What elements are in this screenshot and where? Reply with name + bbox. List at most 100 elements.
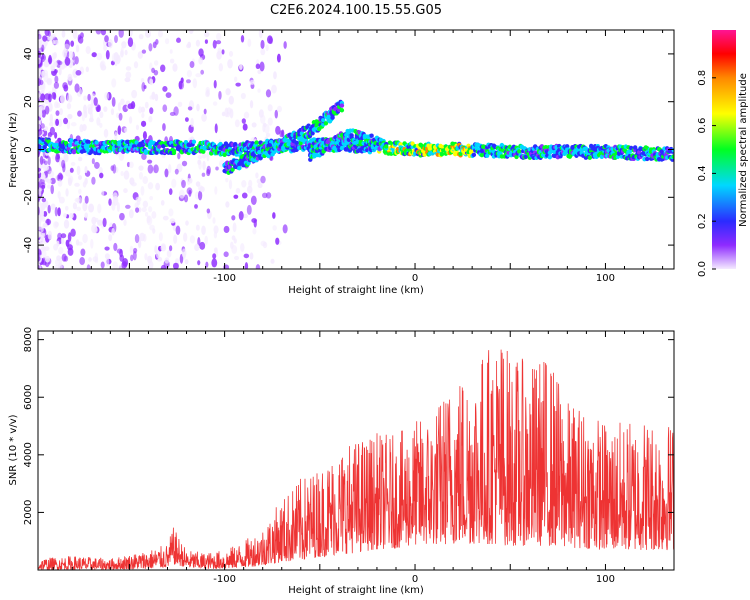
chart-title: C2E6.2024.100.15.55.G05 xyxy=(270,3,442,18)
spectrogram-noise-cell xyxy=(54,206,58,217)
spectrogram-noise-cell xyxy=(104,35,109,43)
spectrogram-ridge-cell xyxy=(237,165,242,171)
spectrogram-noise-cell xyxy=(67,93,72,103)
spectrogram-noise-cell xyxy=(38,33,42,40)
spectrogram-noise-cell xyxy=(46,179,52,184)
spectrogram-panel: -100 0 100 -40 -20 0 20 40 Height of straight l… xyxy=(8,29,675,296)
spectrogram-ridge-cell xyxy=(171,148,177,154)
spectrogram-ridge-cell xyxy=(267,143,273,148)
spectrogram-axes: -100 0 100 -40 -20 0 20 40 xyxy=(23,30,674,284)
spectrogram-noise-cell xyxy=(215,40,222,45)
spectrogram-noise-cell xyxy=(206,165,211,175)
spectrogram-noise-cell xyxy=(260,39,265,50)
spectrogram-noise-cell xyxy=(44,165,49,171)
spectrogram-noise-cell xyxy=(67,244,73,251)
spectrogram-noise-cell xyxy=(121,41,127,49)
spectrogram-noise-cell xyxy=(56,174,60,181)
spectrogram-noise-cell xyxy=(195,181,201,187)
spectrogram-noise-cell xyxy=(66,102,72,110)
spectrogram-ridge-cell xyxy=(339,103,345,108)
spectrogram-noise-cell xyxy=(142,200,149,208)
spectrogram-ridge-cell xyxy=(57,137,62,143)
spectrogram-noise-cell xyxy=(169,58,175,64)
spectrogram-noise-cell xyxy=(155,182,161,191)
spectrogram-ridge-cell xyxy=(94,140,99,145)
spectrogram-noise-cell xyxy=(218,90,222,100)
spectrogram-noise-cell xyxy=(153,69,159,76)
spectrogram-noise-cell xyxy=(151,91,156,100)
spectrogram-noise-cell xyxy=(87,107,93,115)
spectrogram-noise-cell xyxy=(46,184,52,189)
spectrogram-noise-cell xyxy=(257,69,262,75)
spectrogram-noise-cell xyxy=(103,128,109,138)
spectrogram-noise-cell xyxy=(38,187,42,197)
spectrogram-noise-cell xyxy=(40,174,46,180)
spectrogram-noise-cell xyxy=(112,195,119,206)
spectrogram-noise-cell xyxy=(197,190,203,201)
spectrogram-noise-cell xyxy=(49,121,54,127)
spectrogram-noise-cell xyxy=(69,167,74,173)
spectrogram-noise-cell xyxy=(201,113,207,122)
spectrogram-ridge-cell xyxy=(310,131,315,136)
spectrogram-noise-cell xyxy=(201,153,207,159)
spectrogram-noise-cell xyxy=(38,225,42,231)
spectrogram-noise-cell xyxy=(127,37,134,48)
spectrogram-noise-cell xyxy=(111,97,116,107)
spectrogram-ridge-cell xyxy=(42,144,47,150)
spectrogram-noise-cell xyxy=(197,159,202,165)
spectrogram-noise-cell xyxy=(162,85,168,92)
spectrogram-noise-cell xyxy=(138,33,144,40)
spectrogram-noise-cell xyxy=(202,160,206,171)
spectrogram-noise-cell xyxy=(206,208,211,214)
spectrogram-noise-cell xyxy=(234,76,238,83)
spectrogram-noise-cell xyxy=(238,210,244,221)
spectrogram-noise-cell xyxy=(197,155,203,160)
spectrogram-noise-cell xyxy=(283,41,287,49)
spectrogram-noise-cell xyxy=(60,233,67,239)
spectrogram-noise-cell xyxy=(258,30,263,39)
spectrogram-noise-cell xyxy=(272,225,277,231)
spectrogram-noise-cell xyxy=(234,255,240,261)
spectrogram-noise-cell xyxy=(47,204,51,214)
spectrogram-noise-cell xyxy=(123,170,130,180)
spectrogram-noise-cell xyxy=(40,93,46,102)
spectrogram-noise-cell xyxy=(108,198,112,206)
spectrogram-noise-cell xyxy=(160,243,166,250)
spectrogram-y-tick-label: 0 xyxy=(23,146,34,152)
spectrogram-noise-cell xyxy=(70,40,75,47)
spectrogram-noise-cell xyxy=(102,217,107,228)
spectrogram-noise-cell xyxy=(100,261,105,269)
spectrogram-noise-cell xyxy=(282,224,288,234)
spectrogram-noise-cell xyxy=(201,172,206,177)
spectrogram-noise-cell xyxy=(92,226,98,234)
spectrogram-noise-cell xyxy=(77,175,83,180)
spectrogram-noise-cell xyxy=(138,165,144,171)
snr-marks xyxy=(38,349,674,570)
spectrogram-noise-cell xyxy=(248,179,253,188)
spectrogram-noise-cell xyxy=(181,160,188,167)
spectrogram-noise-cell xyxy=(258,109,264,118)
spectrogram-noise-cell xyxy=(38,157,41,163)
colorbar-gradient xyxy=(712,30,736,269)
spectrogram-noise-cell xyxy=(231,215,236,221)
spectrogram-noise-cell xyxy=(195,224,200,231)
spectrogram-noise-cell xyxy=(157,30,164,38)
spectrogram-noise-cell xyxy=(223,225,230,234)
spectrogram-noise-cell xyxy=(78,188,82,195)
spectrogram-noise-cell xyxy=(55,118,60,127)
spectrogram-noise-cell xyxy=(235,187,241,194)
spectrogram-noise-cell xyxy=(103,106,108,112)
spectrogram-noise-cell xyxy=(175,225,181,235)
spectrogram-noise-cell xyxy=(128,209,134,219)
spectrogram-noise-cell xyxy=(90,238,94,249)
spectrogram-noise-cell xyxy=(147,182,154,190)
spectrogram-noise-cell xyxy=(268,37,273,45)
spectrogram-ridge-cell xyxy=(587,155,593,160)
spectrogram-noise-cell xyxy=(255,172,259,179)
spectrogram-ridge-cell xyxy=(86,139,91,145)
spectrogram-noise-cell xyxy=(40,123,45,129)
spectrogram-noise-cell xyxy=(255,264,261,269)
spectrogram-noise-cell xyxy=(147,159,153,164)
spectrogram-noise-cell xyxy=(42,35,48,42)
